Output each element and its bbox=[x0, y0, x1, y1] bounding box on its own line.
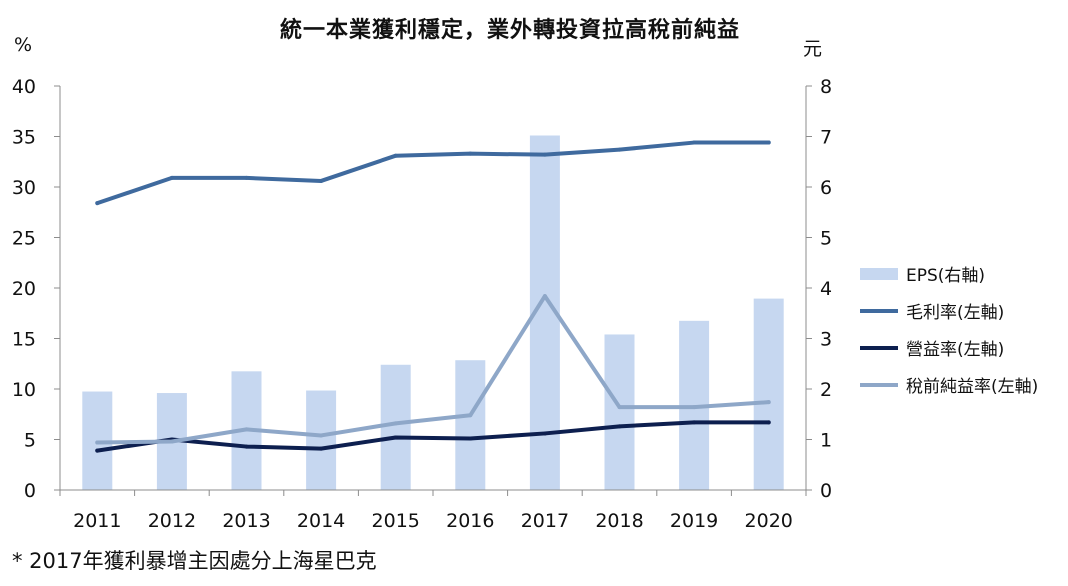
legend-item-pretax-margin: 稅前純益率(左軸) bbox=[860, 366, 1038, 403]
point-series-2-2020 bbox=[766, 420, 771, 425]
point-series-3-2014 bbox=[319, 433, 324, 438]
bar-eps-2018 bbox=[604, 334, 635, 490]
x-tick-label-2015: 2015 bbox=[372, 510, 420, 532]
chart-title: 統一本業獲利穩定，業外轉投資拉高稅前純益 bbox=[279, 18, 740, 43]
point-series-2-2014 bbox=[319, 446, 324, 451]
line-series-1 bbox=[95, 140, 771, 206]
point-series-3-2015 bbox=[393, 421, 398, 426]
point-series-3-2019 bbox=[692, 405, 697, 410]
legend-swatch-pretax-margin bbox=[860, 382, 898, 387]
left-tick-label-5: 5 bbox=[24, 430, 36, 452]
point-series-2-2017 bbox=[542, 431, 547, 436]
bar-eps-2016 bbox=[455, 360, 486, 490]
left-tick-label-15: 15 bbox=[12, 329, 36, 351]
point-series-1-2016 bbox=[468, 151, 473, 156]
point-series-2-2015 bbox=[393, 435, 398, 440]
point-series-1-2014 bbox=[319, 178, 324, 183]
right-tick-label-8: 8 bbox=[820, 76, 832, 98]
right-tick-label-1: 1 bbox=[820, 430, 832, 452]
right-tick-label-4: 4 bbox=[820, 278, 832, 300]
x-tick-label-2018: 2018 bbox=[595, 510, 643, 532]
right-tick-label-3: 3 bbox=[820, 329, 832, 351]
point-series-3-2020 bbox=[766, 400, 771, 405]
line-series-3 bbox=[95, 294, 771, 445]
point-series-3-2011 bbox=[95, 440, 100, 445]
left-tick-label-35: 35 bbox=[12, 127, 36, 149]
point-series-1-2017 bbox=[542, 152, 547, 157]
point-series-1-2020 bbox=[766, 140, 771, 145]
point-series-1-2013 bbox=[244, 175, 249, 180]
point-series-1-2012 bbox=[169, 175, 174, 180]
line-series-2 bbox=[95, 420, 771, 453]
legend-swatch-operating-margin bbox=[860, 345, 898, 350]
bar-eps-2020 bbox=[753, 298, 784, 490]
point-series-1-2011 bbox=[95, 201, 100, 206]
x-tick-label-2017: 2017 bbox=[521, 510, 569, 532]
right-tick-label-5: 5 bbox=[820, 228, 832, 250]
left-tick-label-20: 20 bbox=[12, 278, 36, 300]
left-tick-label-25: 25 bbox=[12, 228, 36, 250]
left-tick-label-0: 0 bbox=[24, 480, 36, 502]
point-series-3-2018 bbox=[617, 405, 622, 410]
x-tick-label-2012: 2012 bbox=[148, 510, 196, 532]
point-series-2-2016 bbox=[468, 436, 473, 441]
point-series-3-2017 bbox=[542, 294, 547, 299]
point-series-3-2012 bbox=[169, 439, 174, 444]
point-series-2-2019 bbox=[692, 420, 697, 425]
point-series-2-2013 bbox=[244, 444, 249, 449]
x-tick-label-2019: 2019 bbox=[670, 510, 718, 532]
legend-item-gross-margin: 毛利率(左軸) bbox=[860, 292, 1038, 329]
right-tick-label-0: 0 bbox=[820, 480, 832, 502]
x-tick-label-2011: 2011 bbox=[73, 510, 121, 532]
bar-eps-2014 bbox=[306, 390, 337, 490]
legend-label-eps: EPS(右軸) bbox=[906, 266, 986, 286]
point-series-2-2018 bbox=[617, 424, 622, 429]
legend-swatch-eps bbox=[860, 267, 898, 280]
x-tick-label-2016: 2016 bbox=[446, 510, 494, 532]
legend-label-gross-margin: 毛利率(左軸) bbox=[906, 303, 1005, 323]
point-series-3-2016 bbox=[468, 413, 473, 418]
x-tick-label-2013: 2013 bbox=[222, 510, 270, 532]
footnote: * 2017年獲利暴增主因處分上海星巴克 bbox=[12, 549, 377, 573]
right-tick-label-6: 6 bbox=[820, 177, 832, 199]
right-axis-unit: 元 bbox=[803, 38, 823, 60]
right-tick-label-2: 2 bbox=[820, 379, 832, 401]
legend-label-pretax-margin: 稅前純益率(左軸) bbox=[906, 377, 1039, 397]
left-axis-unit: % bbox=[14, 34, 33, 56]
point-series-1-2015 bbox=[393, 153, 398, 158]
left-tick-label-40: 40 bbox=[12, 76, 36, 98]
point-series-3-2013 bbox=[244, 427, 249, 432]
point-series-2-2011 bbox=[95, 448, 100, 453]
x-tick-label-2020: 2020 bbox=[745, 510, 793, 532]
chart-legend: EPS(右軸) 毛利率(左軸) 營益率(左軸) 稅前純益率(左軸) bbox=[860, 255, 1038, 403]
legend-item-eps: EPS(右軸) bbox=[860, 255, 1038, 292]
point-series-1-2018 bbox=[617, 147, 622, 152]
left-tick-label-10: 10 bbox=[12, 379, 36, 401]
legend-item-operating-margin: 營益率(左軸) bbox=[860, 329, 1038, 366]
legend-label-operating-margin: 營益率(左軸) bbox=[906, 340, 1005, 360]
point-series-1-2019 bbox=[692, 140, 697, 145]
bar-eps-2015 bbox=[380, 364, 411, 490]
x-tick-label-2014: 2014 bbox=[297, 510, 345, 532]
left-tick-label-30: 30 bbox=[12, 177, 36, 199]
right-tick-label-7: 7 bbox=[820, 127, 832, 149]
legend-swatch-gross-margin bbox=[860, 308, 898, 313]
